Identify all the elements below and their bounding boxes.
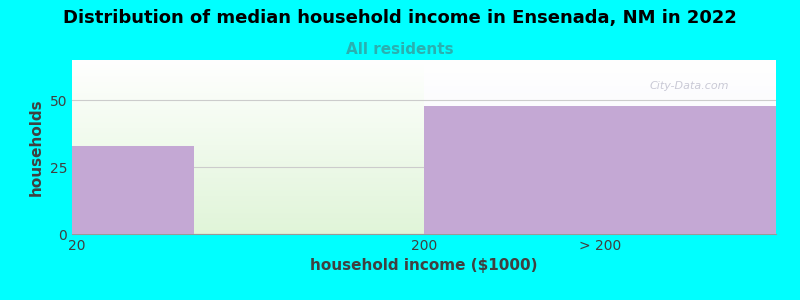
- Bar: [424, 106, 776, 234]
- Bar: [72, 146, 194, 234]
- Text: Distribution of median household income in Ensenada, NM in 2022: Distribution of median household income …: [63, 9, 737, 27]
- X-axis label: household income ($1000): household income ($1000): [310, 258, 538, 273]
- Y-axis label: households: households: [29, 98, 44, 196]
- Text: City-Data.com: City-Data.com: [650, 81, 729, 91]
- Text: All residents: All residents: [346, 42, 454, 57]
